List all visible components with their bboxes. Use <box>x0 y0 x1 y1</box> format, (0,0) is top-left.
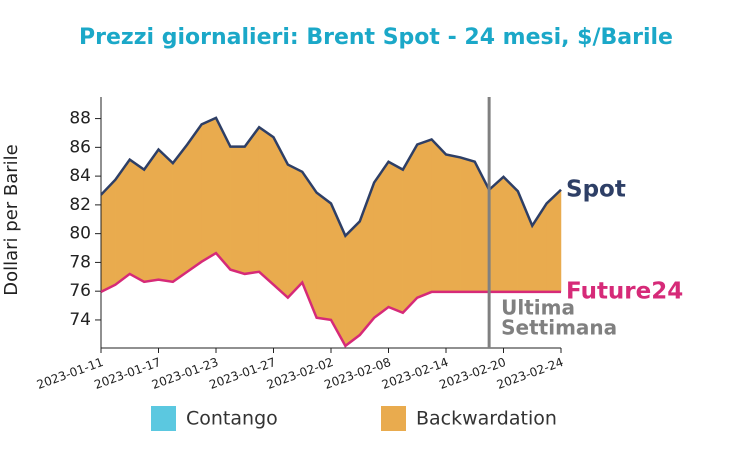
annotation: Settimana <box>501 316 617 340</box>
y-tick-label: 76 <box>69 281 91 301</box>
spread-fill <box>302 170 317 318</box>
x-tick-label: 2023-02-24 <box>495 355 565 392</box>
spread-fill <box>244 126 260 275</box>
spread-fill <box>316 192 332 321</box>
y-tick-label: 86 <box>69 137 91 157</box>
series-line <box>100 251 561 348</box>
spread-fill <box>503 176 519 293</box>
series-end-label: Future24 <box>566 278 683 304</box>
y-tick-label: 74 <box>69 310 91 330</box>
spread-fill <box>158 148 174 283</box>
spread-fill <box>417 139 432 299</box>
legend-label: Backwardation <box>416 408 557 430</box>
legend-swatch <box>151 406 176 431</box>
spread-fill <box>287 164 303 299</box>
spread-fill <box>488 176 504 293</box>
fill-layer <box>100 117 562 347</box>
spread-fill <box>187 123 202 273</box>
spread-fill <box>143 148 159 283</box>
spread-fill <box>373 160 389 319</box>
legend-label: Contango <box>186 408 278 430</box>
spread-fill <box>546 189 562 293</box>
spread-fill <box>201 117 217 263</box>
y-tick-label: 82 <box>69 195 91 215</box>
series-line <box>100 116 562 238</box>
spread-fill <box>445 154 461 293</box>
annotation: Ultima <box>501 296 575 320</box>
spread-fill <box>129 159 145 283</box>
y-tick-label: 84 <box>69 166 91 186</box>
spread-fill <box>172 143 188 283</box>
chart-title: Prezzi giornalieri: Brent Spot - 24 mesi… <box>79 25 673 50</box>
spread-fill <box>345 220 360 347</box>
y-tick-label: 88 <box>69 109 91 129</box>
series-end-label: Spot <box>566 176 626 202</box>
spread-fill <box>431 138 447 293</box>
spread-fill <box>402 143 418 314</box>
spread-fill <box>474 161 490 293</box>
spread-fill <box>460 157 475 293</box>
y-tick-label: 78 <box>69 252 91 272</box>
y-tick-label: 80 <box>69 224 91 244</box>
legend-swatch <box>381 406 406 431</box>
y-axis-label: Dollari per Barile <box>1 144 22 296</box>
spread-fill <box>230 146 245 275</box>
spread-fill <box>100 179 116 293</box>
spread-fill <box>388 161 404 314</box>
spread-fill <box>258 126 274 286</box>
